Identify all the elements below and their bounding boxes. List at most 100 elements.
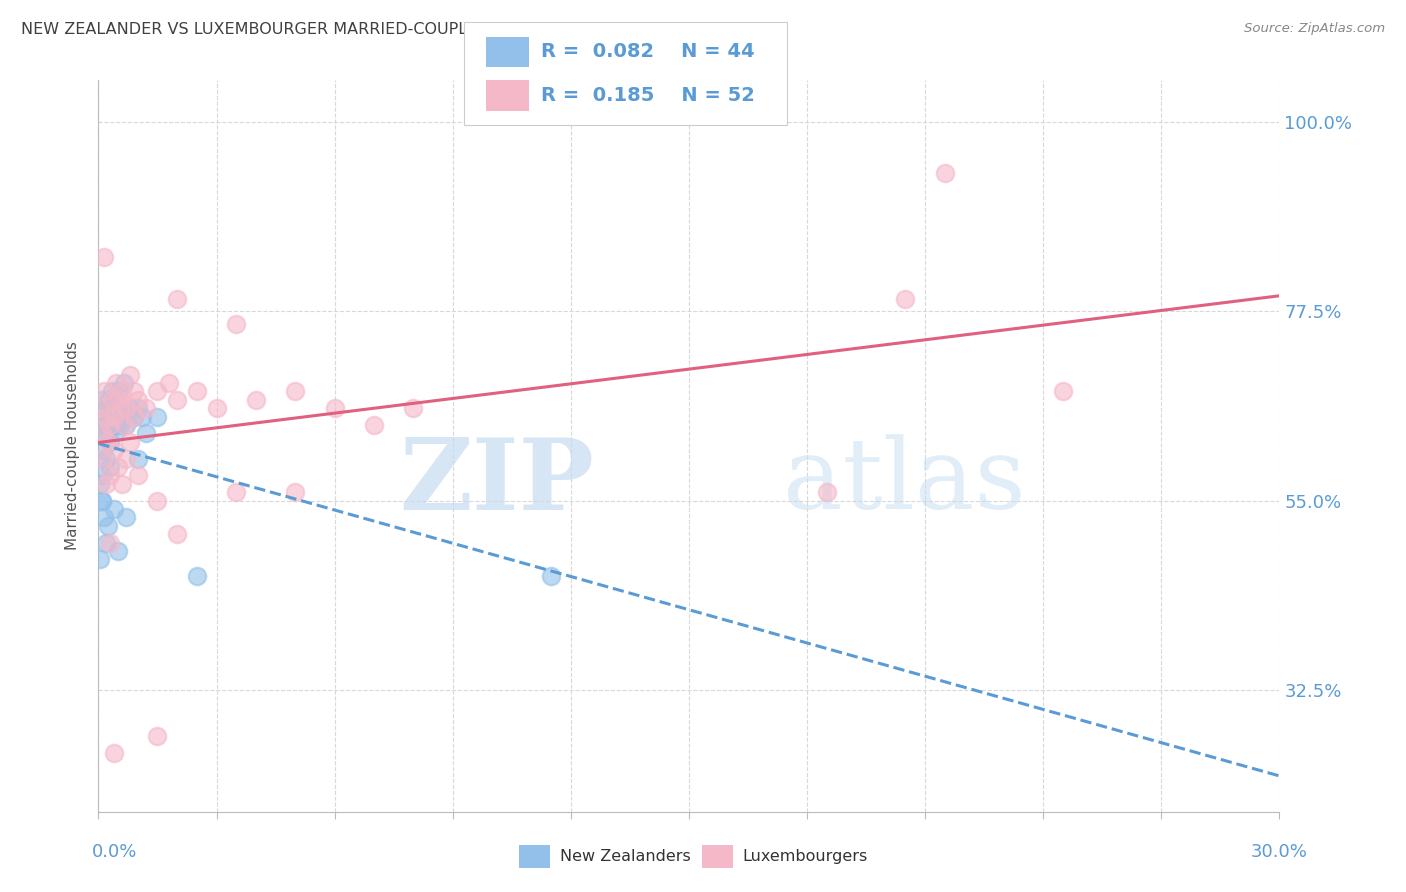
Text: New Zealanders: New Zealanders: [560, 849, 690, 863]
Point: [402, 401, 425, 416]
Point: [96, 409, 118, 424]
Point: [104, 426, 127, 441]
Point: [91, 493, 114, 508]
Point: [118, 434, 141, 449]
Text: R =  0.082    N = 44: R = 0.082 N = 44: [541, 42, 755, 62]
Point: [89, 476, 111, 491]
Point: [166, 392, 188, 407]
Point: [186, 569, 208, 583]
Point: [107, 401, 129, 416]
Point: [225, 317, 247, 331]
Point: [245, 392, 267, 407]
Point: [103, 746, 125, 760]
Point: [96, 426, 118, 441]
Point: [135, 401, 157, 416]
Point: [111, 384, 134, 399]
Point: [103, 392, 125, 407]
Point: [89, 401, 111, 416]
Point: [146, 409, 169, 424]
Text: ZIP: ZIP: [399, 434, 595, 531]
Point: [98, 392, 121, 407]
Point: [225, 485, 247, 500]
Point: [122, 409, 145, 424]
Point: [146, 384, 169, 399]
Point: [98, 460, 121, 475]
Point: [205, 401, 228, 416]
Point: [146, 493, 169, 508]
Point: [363, 417, 385, 432]
Point: [127, 392, 149, 407]
Point: [284, 384, 307, 399]
Text: NEW ZEALANDER VS LUXEMBOURGER MARRIED-COUPLE HOUSEHOLDS CORRELATION CHART: NEW ZEALANDER VS LUXEMBOURGER MARRIED-CO…: [21, 22, 773, 37]
Point: [98, 468, 121, 483]
Point: [127, 401, 149, 416]
Point: [96, 476, 118, 491]
Point: [107, 392, 129, 407]
Text: 0.0%: 0.0%: [91, 843, 136, 861]
Point: [105, 376, 128, 390]
Text: Luxembourgers: Luxembourgers: [742, 849, 868, 863]
Point: [1052, 384, 1074, 399]
Point: [98, 434, 121, 449]
Point: [146, 729, 169, 743]
Point: [323, 401, 346, 416]
Text: R =  0.185    N = 52: R = 0.185 N = 52: [541, 86, 755, 105]
Point: [91, 468, 114, 483]
Point: [108, 417, 131, 432]
Point: [101, 384, 124, 399]
Point: [815, 485, 838, 500]
Point: [108, 401, 131, 416]
Point: [89, 426, 111, 441]
Point: [111, 409, 134, 424]
Point: [93, 417, 115, 432]
Point: [186, 384, 208, 399]
Point: [97, 434, 120, 449]
Point: [105, 417, 128, 432]
Point: [540, 569, 562, 583]
Point: [96, 451, 118, 466]
Point: [112, 376, 135, 390]
Point: [98, 535, 121, 549]
Point: [98, 417, 121, 432]
Point: [122, 409, 145, 424]
Point: [118, 401, 141, 416]
Point: [118, 368, 141, 382]
Text: 30.0%: 30.0%: [1251, 843, 1308, 861]
Point: [94, 401, 117, 416]
Text: Source: ZipAtlas.com: Source: ZipAtlas.com: [1244, 22, 1385, 36]
Point: [101, 392, 124, 407]
Y-axis label: Married-couple Households: Married-couple Households: [65, 342, 80, 550]
Point: [103, 443, 125, 458]
Point: [127, 468, 149, 483]
Point: [108, 384, 131, 399]
Text: atlas: atlas: [783, 434, 1026, 531]
Point: [934, 166, 956, 180]
Point: [103, 409, 125, 424]
Point: [90, 392, 112, 407]
Point: [115, 451, 138, 466]
Point: [122, 384, 145, 399]
Point: [131, 409, 153, 424]
Point: [89, 552, 111, 566]
Point: [103, 417, 125, 432]
Point: [91, 443, 114, 458]
Point: [107, 460, 129, 475]
Point: [103, 502, 125, 516]
Point: [284, 485, 307, 500]
Point: [93, 510, 115, 524]
Point: [166, 292, 188, 306]
Point: [894, 292, 917, 306]
Point: [111, 476, 134, 491]
Point: [115, 401, 138, 416]
Point: [93, 384, 115, 399]
Point: [115, 510, 138, 524]
Point: [91, 451, 114, 466]
Point: [166, 527, 188, 541]
Point: [91, 426, 114, 441]
Point: [115, 417, 138, 432]
Point: [112, 417, 135, 432]
Point: [90, 493, 112, 508]
Point: [97, 409, 120, 424]
Point: [96, 535, 118, 549]
Point: [100, 409, 122, 424]
